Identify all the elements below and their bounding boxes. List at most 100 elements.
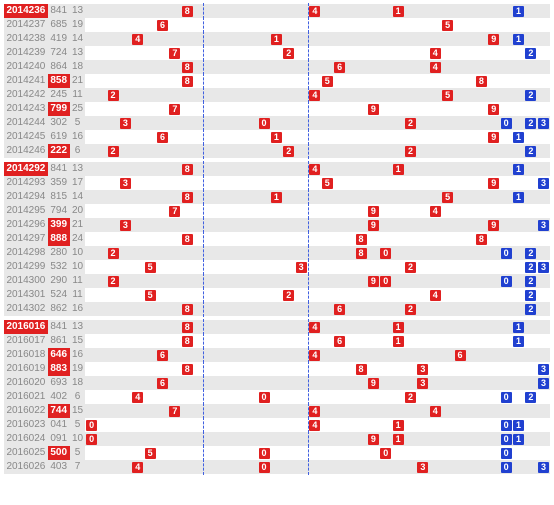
red-cell	[346, 320, 355, 334]
red-cell	[258, 302, 270, 316]
blue-cell	[466, 32, 475, 46]
red-cell	[249, 418, 258, 432]
red-cell	[295, 320, 307, 334]
red-cell	[231, 446, 240, 460]
red-cell	[144, 204, 156, 218]
blue-cell: 3	[537, 362, 550, 376]
red-cell	[204, 116, 213, 130]
red-cell: 2	[283, 144, 295, 158]
red-cell: 3	[417, 362, 429, 376]
red-badge: 8	[356, 234, 367, 245]
blue-badge: 2	[525, 290, 536, 301]
red-badge: 3	[417, 364, 428, 375]
sum-value: 13	[70, 320, 86, 334]
sum-value: 20	[70, 204, 86, 218]
red-cell	[321, 130, 333, 144]
period-id: 2014241	[4, 74, 48, 88]
red-cell: 9	[367, 102, 379, 116]
draw-number: 693	[48, 376, 70, 390]
red-badge: 6	[334, 62, 345, 73]
red-cell	[107, 404, 119, 418]
red-cell: 8	[181, 74, 193, 88]
red-cell	[283, 130, 295, 144]
red-cell	[321, 288, 333, 302]
red-cell	[204, 144, 213, 158]
red-cell	[346, 60, 355, 74]
red-badge: 7	[169, 48, 180, 59]
red-cell	[231, 130, 240, 144]
blue-cell: 2	[525, 46, 537, 60]
red-badge: 2	[283, 290, 294, 301]
red-cell	[181, 348, 193, 362]
red-cell: 8	[181, 4, 193, 18]
red-cell	[309, 246, 321, 260]
red-cell	[107, 176, 119, 190]
red-cell	[231, 232, 240, 246]
red-badge: 8	[476, 76, 487, 87]
red-cell: 6	[156, 376, 168, 390]
red-cell	[169, 362, 181, 376]
red-cell	[392, 116, 404, 130]
blue-cell	[525, 60, 537, 74]
red-cell	[309, 432, 321, 446]
red-cell	[204, 418, 213, 432]
blue-cell	[466, 302, 475, 316]
red-cell	[417, 60, 429, 74]
red-cell	[193, 102, 202, 116]
red-cell	[417, 74, 429, 88]
blue-cell	[512, 144, 524, 158]
red-cell	[355, 88, 367, 102]
red-cell	[193, 32, 202, 46]
red-cell	[283, 32, 295, 46]
period-id: 2016023	[4, 418, 48, 432]
blue-cell: 8	[475, 74, 487, 88]
red-badge: 8	[182, 304, 193, 315]
blue-cell	[537, 46, 550, 60]
red-cell	[346, 348, 355, 362]
red-cell	[169, 288, 181, 302]
red-cell	[144, 102, 156, 116]
red-cell	[98, 432, 107, 446]
red-cell	[213, 320, 222, 334]
red-cell	[333, 102, 345, 116]
red-cell	[258, 404, 270, 418]
red-badge: 2	[405, 118, 416, 129]
red-cell	[144, 376, 156, 390]
red-cell	[249, 302, 258, 316]
red-cell	[346, 218, 355, 232]
blue-cell	[525, 362, 537, 376]
draw-number: 841	[48, 4, 70, 18]
red-cell	[169, 18, 181, 32]
red-cell: 1	[392, 432, 404, 446]
red-cell	[240, 404, 249, 418]
red-cell	[169, 432, 181, 446]
red-cell	[107, 46, 119, 60]
red-cell	[417, 144, 429, 158]
red-cell	[270, 46, 282, 60]
red-cell	[404, 18, 416, 32]
blue-cell: 9	[488, 32, 500, 46]
red-cell	[231, 432, 240, 446]
red-cell	[380, 260, 392, 274]
red-cell	[404, 74, 416, 88]
red-badge: 1	[393, 164, 404, 175]
red-badge: 3	[120, 118, 131, 129]
red-cell	[346, 232, 355, 246]
blue-badge: 1	[513, 420, 524, 431]
blue-cell	[488, 348, 500, 362]
red-badge: 4	[309, 90, 320, 101]
red-cell	[240, 102, 249, 116]
red-cell	[417, 204, 429, 218]
blue-badge: 1	[513, 336, 524, 347]
blue-badge: 3	[538, 178, 549, 189]
sum-value: 14	[70, 32, 86, 46]
red-cell	[404, 334, 416, 348]
red-cell	[309, 260, 321, 274]
red-badge: 2	[283, 48, 294, 59]
blue-cell	[512, 218, 524, 232]
red-badge: 2	[405, 262, 416, 273]
red-cell: 9	[367, 204, 379, 218]
blue-cell	[525, 32, 537, 46]
blue-cell	[500, 46, 512, 60]
red-cell	[355, 432, 367, 446]
